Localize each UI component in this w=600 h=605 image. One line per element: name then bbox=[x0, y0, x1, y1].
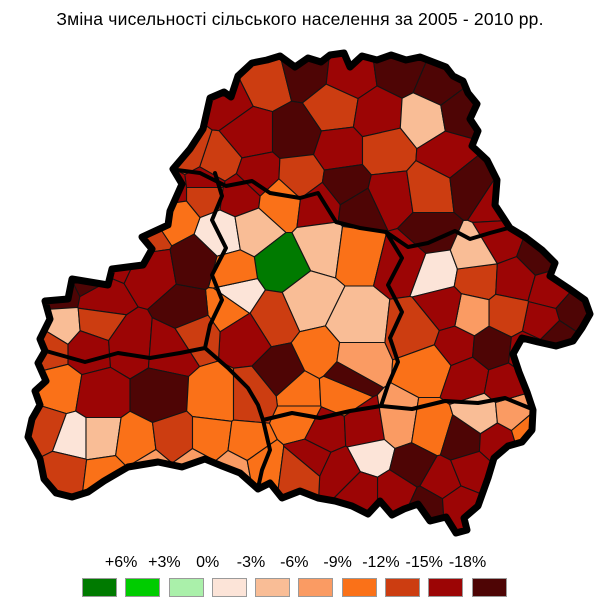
oblast-border bbox=[379, 230, 404, 408]
legend: +6% +3% 0% -3% -6% -9% -12% -15% -18% bbox=[82, 554, 522, 602]
legend-swatch bbox=[211, 578, 247, 597]
legend-label: -12% bbox=[362, 554, 400, 571]
district-cell bbox=[28, 450, 88, 533]
legend-swatch bbox=[255, 578, 291, 597]
district-cell bbox=[28, 363, 83, 415]
oblast-border bbox=[175, 168, 538, 249]
legend-label: +3% bbox=[148, 554, 181, 571]
oblast-border bbox=[203, 346, 272, 490]
district-cell bbox=[539, 319, 590, 402]
legend-swatch bbox=[168, 578, 204, 597]
district-cell bbox=[516, 166, 590, 276]
legend-swatch bbox=[341, 578, 377, 597]
map-title: Зміна чисельності сільського населення з… bbox=[56, 9, 544, 29]
district-cell bbox=[85, 53, 254, 132]
legend-swatch bbox=[471, 578, 507, 597]
district-cell bbox=[28, 127, 139, 285]
district-cell bbox=[75, 366, 131, 419]
legend-swatches bbox=[82, 578, 522, 597]
legend-label: -15% bbox=[405, 554, 443, 571]
legend-label: -18% bbox=[448, 554, 487, 571]
legend-label: 0% bbox=[196, 554, 220, 571]
legend-swatch bbox=[125, 578, 161, 597]
legend-label: +6% bbox=[104, 554, 138, 571]
district-cell bbox=[28, 157, 114, 298]
legend-swatch bbox=[428, 578, 464, 597]
oblast-border bbox=[44, 171, 228, 364]
district-cell bbox=[169, 233, 218, 291]
legend-labels: +6% +3% 0% -3% -6% -9% -12% -15% -18% bbox=[82, 554, 522, 576]
legend-swatch bbox=[385, 578, 421, 597]
legend-label: -9% bbox=[323, 554, 352, 571]
country-border bbox=[24, 49, 594, 537]
district-cell bbox=[28, 87, 188, 208]
legend-label: -3% bbox=[236, 554, 266, 571]
oblast-border bbox=[261, 396, 534, 422]
district-cell bbox=[312, 126, 364, 171]
legend-swatch bbox=[298, 578, 334, 597]
legend-label: -6% bbox=[280, 554, 309, 571]
district-cell bbox=[76, 171, 173, 255]
legend-swatch bbox=[82, 578, 117, 597]
district-cell bbox=[449, 219, 498, 270]
